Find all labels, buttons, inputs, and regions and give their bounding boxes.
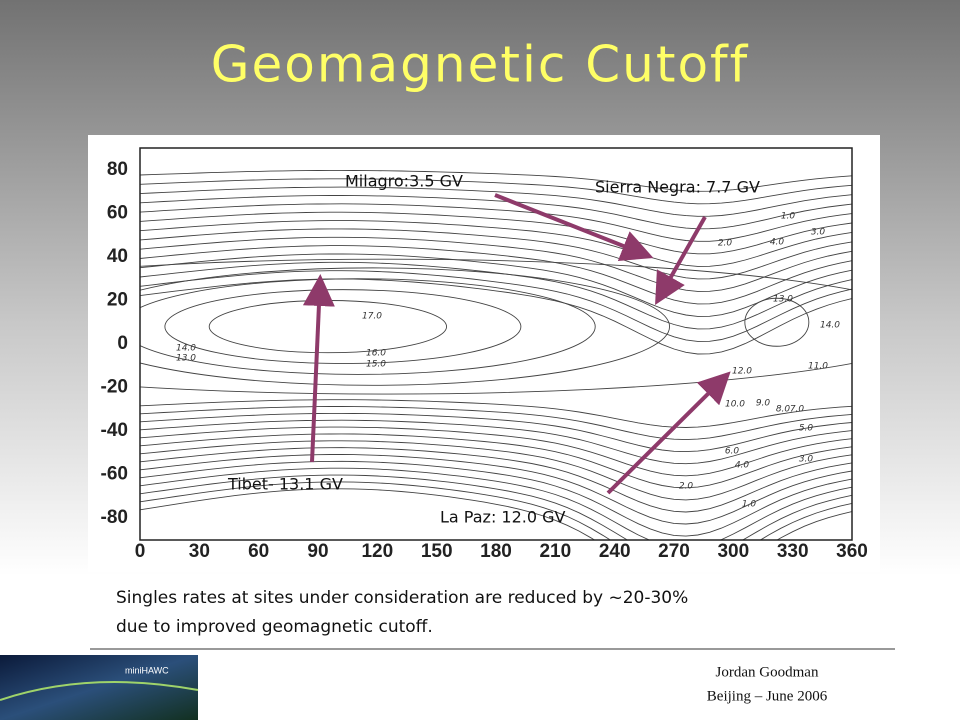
contour-label: 1.0	[742, 500, 757, 510]
contour	[164, 289, 522, 365]
footer-event: Beijing – June 2006	[707, 688, 828, 704]
x-tick-label: 330	[777, 541, 809, 562]
contour	[140, 236, 852, 292]
x-tick-label: 180	[480, 541, 512, 562]
contour-label: 1.0	[781, 212, 796, 222]
annotation: Milagro:3.5 GV	[345, 172, 463, 191]
arrow	[606, 371, 731, 495]
contour	[140, 245, 852, 305]
contour-label: 4.0	[770, 238, 785, 248]
contour	[140, 195, 852, 230]
y-tick-label: -20	[101, 377, 128, 398]
x-tick-label: 240	[599, 541, 631, 562]
slide-title: Geomagnetic Cutoff	[211, 36, 750, 94]
contour-label: 13.0	[176, 354, 196, 364]
contour	[140, 220, 852, 267]
contour-label: 7.0	[790, 405, 805, 415]
x-tick-label: 60	[248, 541, 269, 562]
y-tick-label: -80	[101, 507, 128, 528]
contour	[140, 169, 852, 192]
x-tick-label: 30	[189, 541, 210, 562]
contour	[140, 426, 852, 477]
contour	[140, 258, 852, 395]
annotation: Sierra Negra: 7.7 GV	[595, 178, 760, 197]
contour-label: 14.0	[820, 321, 840, 331]
x-tick-label: 120	[361, 541, 393, 562]
contour-label: 16.0	[366, 349, 386, 359]
contour-label: 3.0	[811, 228, 826, 238]
arrow	[494, 193, 654, 262]
contour	[744, 297, 810, 347]
footer-image	[0, 655, 198, 720]
x-tick-label: 300	[717, 541, 749, 562]
contour-label: 17.0	[362, 312, 382, 322]
contour	[140, 203, 852, 242]
contour-label: 14.0	[176, 344, 196, 354]
contour	[140, 454, 852, 525]
contour	[140, 406, 852, 441]
contour-lines	[140, 169, 852, 540]
y-tick-label: 60	[107, 203, 128, 224]
contour	[140, 278, 596, 375]
contour-label: 13.0	[773, 295, 793, 305]
contour	[140, 474, 852, 540]
contour	[140, 440, 852, 501]
contour-label: 12.0	[732, 367, 752, 377]
contour	[140, 488, 852, 540]
y-tick-label: 20	[107, 290, 128, 311]
annotation: Tibet- 13.1 GV	[227, 475, 343, 494]
contour	[140, 412, 852, 453]
footer-image-detail	[0, 681, 199, 701]
y-tick-label: -40	[101, 420, 128, 441]
caption-line: Singles rates at sites under considerati…	[116, 588, 688, 608]
y-tick-label: 80	[107, 159, 128, 180]
contour-label: 5.0	[799, 424, 814, 434]
contour-label: 2.0	[718, 239, 733, 249]
contour	[140, 267, 670, 386]
contour-label: 11.0	[808, 362, 828, 372]
contour	[140, 270, 852, 342]
contour-label: 3.0	[799, 455, 814, 465]
arrow	[302, 274, 335, 463]
contour-label: 10.0	[725, 400, 745, 410]
contour	[140, 481, 852, 540]
footer-image-label: miniHAWC	[125, 665, 169, 675]
y-tick-label: -60	[101, 464, 128, 485]
contour	[140, 399, 852, 428]
x-tick-label: 270	[658, 541, 690, 562]
contour-label: 9.0	[756, 399, 771, 409]
contour-label: 6.0	[725, 447, 740, 457]
contour	[140, 467, 852, 540]
x-tick-label: 210	[539, 541, 571, 562]
footer-author: Jordan Goodman	[716, 664, 819, 680]
y-tick-label: 40	[107, 246, 128, 267]
x-tick-label: 90	[307, 541, 328, 562]
x-tick-label: 150	[421, 541, 453, 562]
caption-line: due to improved geomagnetic cutoff.	[116, 617, 433, 637]
contour	[140, 419, 852, 465]
contour-label: 15.0	[366, 360, 386, 370]
contour	[140, 460, 852, 537]
x-tick-label: 0	[135, 541, 146, 562]
contour	[140, 433, 852, 489]
contour	[140, 228, 852, 280]
contour	[140, 178, 852, 205]
x-tick-label: 360	[836, 541, 868, 562]
contour-label: 2.0	[679, 482, 694, 492]
contour	[140, 278, 852, 355]
map-frame	[139, 147, 853, 541]
contour	[140, 186, 852, 217]
contour	[140, 253, 852, 317]
contour-label: 4.0	[735, 461, 750, 471]
contour-label: 8.0	[776, 405, 791, 415]
arrow	[655, 216, 707, 305]
contour	[140, 447, 852, 513]
map-panel	[88, 135, 880, 572]
annotation: La Paz: 12.0 GV	[440, 508, 566, 527]
contour	[140, 211, 852, 255]
y-tick-label: 0	[117, 333, 128, 354]
